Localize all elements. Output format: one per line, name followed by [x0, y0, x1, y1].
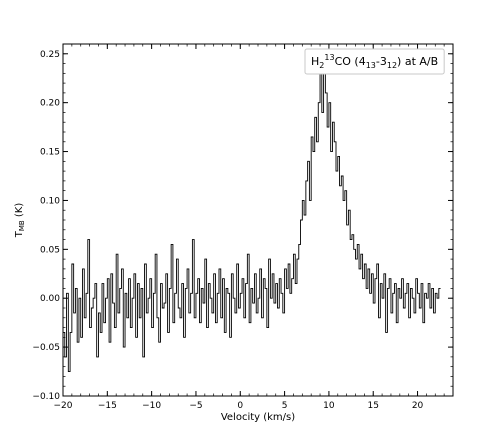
major-ticks: [62, 44, 453, 397]
y-tick-label: 0.20: [40, 99, 60, 109]
legend: H213CO (413-312) at A/B: [304, 48, 445, 75]
legend-box: [304, 48, 445, 75]
legend-label-part: 12: [387, 61, 397, 70]
y-tick-label: 0.10: [40, 196, 60, 206]
y-tick-label: 0.25: [40, 50, 60, 60]
y-axis-label: TMB (K): [14, 203, 26, 239]
tick-labels: −20 −15 −10 −5 0 5 10 15 20 −0.10 −0.05 0.00 0.05 0.1…: [32, 50, 423, 411]
spectrum-series-line: [63, 58, 441, 373]
y-tick-label: 0.00: [40, 294, 60, 304]
x-axis-label: Velocity (km/s): [221, 412, 295, 423]
y-tick-label: 0.15: [40, 148, 60, 158]
y-tick-label: −0.10: [32, 392, 60, 402]
y-axis-label-main: T: [14, 230, 25, 238]
legend-label-part: ) at A/B: [397, 55, 438, 68]
x-tick-label: −15: [98, 401, 117, 411]
legend-label-part: CO (4: [335, 55, 366, 68]
x-tick-label: −5: [189, 401, 202, 411]
legend-label-part: 2: [319, 61, 324, 70]
series-layer: [63, 58, 441, 373]
x-tick-label: 15: [368, 401, 379, 411]
minor-ticks: [62, 43, 454, 397]
x-tick-label: 5: [282, 401, 288, 411]
x-tick-label: −20: [54, 401, 73, 411]
legend-label-part: H: [311, 55, 319, 68]
plot-frame: [62, 43, 454, 397]
legend-label-part: 13: [366, 61, 376, 70]
x-tick-label: 10: [323, 401, 335, 411]
legend-label: H213CO (413-312) at A/B: [311, 53, 438, 70]
y-axis-label-sub: MB: [18, 220, 26, 231]
legend-label-part: -3: [376, 55, 387, 68]
x-tick-label: 20: [412, 401, 424, 411]
x-tick-label: −10: [142, 401, 161, 411]
y-axis-label-tail: (K): [14, 203, 25, 221]
x-tick-label: 0: [237, 401, 243, 411]
legend-label-part: 13: [324, 53, 334, 62]
y-tick-label: −0.05: [32, 343, 60, 353]
y-tick-label: 0.05: [40, 245, 60, 255]
